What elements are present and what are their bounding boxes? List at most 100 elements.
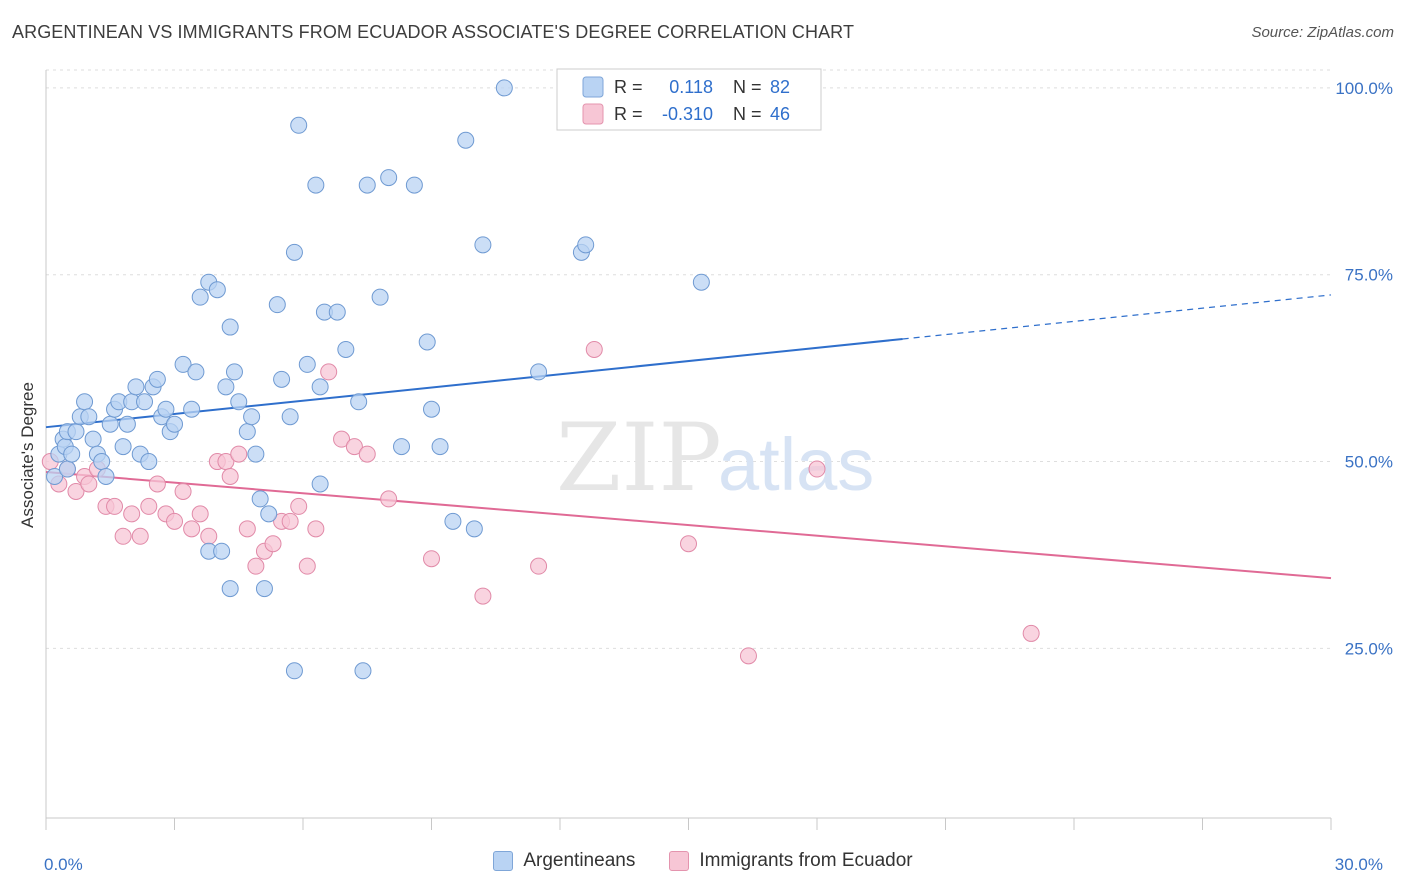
point-argentineans: [46, 468, 64, 486]
x-tick-label-max: 30.0%: [1335, 855, 1383, 874]
legend-r-label-2: R =: [614, 104, 643, 124]
point-argentineans: [140, 453, 158, 471]
y-axis-label: Associate's Degree: [18, 382, 37, 528]
point-argentineans: [213, 542, 231, 560]
swatch-pink: [669, 851, 690, 871]
point-argentineans: [217, 378, 235, 396]
point-argentineans: [577, 236, 595, 254]
point-argentineans: [255, 580, 273, 598]
point-argentineans: [298, 355, 316, 373]
point-argentineans: [273, 370, 291, 388]
point-ecuador: [140, 497, 158, 515]
point-argentineans: [371, 288, 389, 306]
point-argentineans: [225, 363, 243, 381]
y-tick-label: 75.0%: [1345, 266, 1393, 285]
point-argentineans: [380, 169, 398, 187]
point-ecuador: [230, 445, 248, 463]
point-argentineans: [80, 408, 98, 426]
point-ecuador: [106, 497, 124, 515]
point-argentineans: [285, 662, 303, 680]
point-ecuador: [200, 527, 218, 545]
point-ecuador: [345, 438, 363, 456]
point-ecuador: [67, 482, 85, 500]
point-argentineans: [101, 415, 119, 433]
point-argentineans: [358, 176, 376, 194]
legend-item-ecuador[interactable]: Immigrants from Ecuador: [669, 850, 913, 872]
point-argentineans: [285, 243, 303, 261]
point-argentineans: [127, 378, 145, 396]
point-argentineans: [307, 176, 325, 194]
legend-n-label-1: N =: [733, 77, 762, 97]
point-ecuador: [739, 647, 757, 665]
point-ecuador: [221, 468, 239, 486]
legend-n-value-2: 46: [770, 104, 790, 124]
point-ecuador: [80, 475, 98, 493]
point-argentineans: [93, 453, 111, 471]
point-argentineans: [187, 363, 205, 381]
legend-swatch-pink: [582, 103, 604, 125]
point-ecuador: [474, 587, 492, 605]
point-argentineans: [118, 415, 136, 433]
point-argentineans: [238, 423, 256, 441]
point-argentineans: [418, 333, 436, 351]
point-argentineans: [260, 505, 278, 523]
watermark-atlas: atlas: [718, 423, 874, 506]
legend-r-label-1: R =: [614, 77, 643, 97]
point-argentineans: [393, 438, 411, 456]
point-argentineans: [530, 363, 548, 381]
point-argentineans: [247, 445, 265, 463]
point-argentineans: [311, 378, 329, 396]
point-ecuador: [281, 512, 299, 530]
point-argentineans: [495, 79, 513, 97]
data-points: [41, 79, 1040, 680]
point-argentineans: [311, 475, 329, 493]
watermark: ZIP atlas: [556, 404, 874, 513]
watermark-zip: ZIP: [556, 404, 722, 513]
point-argentineans: [354, 662, 372, 680]
point-argentineans: [243, 408, 261, 426]
trend-line-ecuador: [45, 471, 1332, 580]
point-ecuador: [333, 430, 351, 448]
point-ecuador: [114, 527, 132, 545]
point-argentineans: [290, 116, 308, 134]
point-ecuador: [290, 497, 308, 515]
point-argentineans: [423, 400, 440, 418]
axes: [45, 70, 1332, 830]
point-ecuador: [423, 550, 440, 568]
point-ecuador: [585, 340, 603, 358]
point-argentineans: [183, 400, 201, 418]
y-tick-label: 100.0%: [1335, 79, 1393, 98]
legend-box: R = 0.118 N = 82 R = -0.310 N = 46: [556, 68, 822, 131]
point-ecuador: [148, 475, 166, 493]
legend-r-value-2: -0.310: [662, 104, 713, 124]
point-ecuador: [298, 557, 316, 575]
point-argentineans: [148, 370, 166, 388]
point-argentineans: [67, 423, 85, 441]
point-argentineans: [208, 281, 226, 299]
legend-n-label-2: N =: [733, 104, 762, 124]
point-ecuador: [530, 557, 548, 575]
y-tick-label: 25.0%: [1345, 639, 1393, 658]
point-ecuador: [123, 505, 141, 523]
legend-label-ecuador: Immigrants from Ecuador: [699, 850, 913, 871]
chart-title: ARGENTINEAN VS IMMIGRANTS FROM ECUADOR A…: [12, 22, 855, 42]
point-argentineans: [457, 131, 475, 149]
point-argentineans: [465, 520, 483, 538]
point-ecuador: [191, 505, 209, 523]
point-argentineans: [431, 438, 449, 456]
point-ecuador: [1022, 624, 1040, 642]
point-ecuador: [238, 520, 256, 538]
point-argentineans: [444, 512, 462, 530]
point-ecuador: [680, 535, 697, 553]
y-tick-label: 50.0%: [1345, 453, 1393, 472]
point-ecuador: [380, 490, 398, 508]
point-ecuador: [320, 363, 338, 381]
source-credit: Source: ZipAtlas.com: [1251, 24, 1394, 41]
point-ecuador: [183, 520, 201, 538]
point-ecuador: [358, 445, 376, 463]
point-ecuador: [131, 527, 149, 545]
point-argentineans: [76, 393, 94, 411]
point-argentineans: [328, 303, 346, 321]
legend-item-argentineans[interactable]: Argentineans: [493, 850, 635, 872]
